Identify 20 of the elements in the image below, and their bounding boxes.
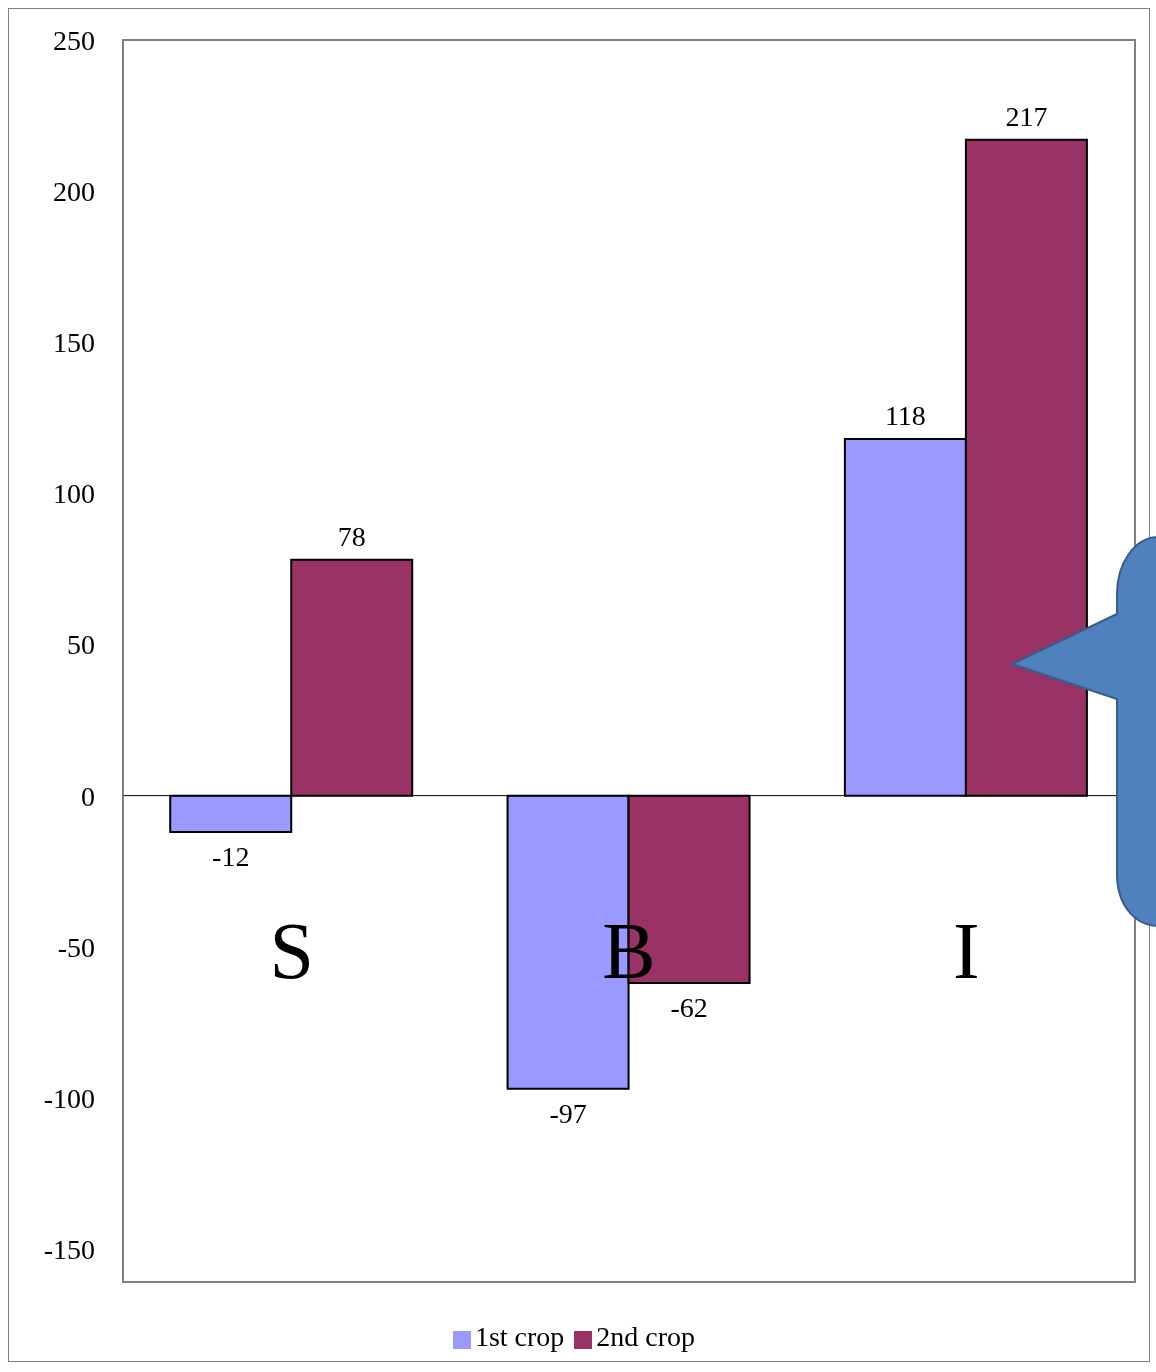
x-tick-label: I — [953, 906, 980, 995]
data-label: 217 — [1005, 100, 1048, 132]
data-label: 78 — [337, 520, 366, 552]
data-label: -97 — [549, 1097, 587, 1129]
data-label: -62 — [670, 992, 708, 1024]
legend-label: 1st crop — [474, 1321, 565, 1352]
legend-label: 2nd crop — [596, 1321, 696, 1352]
y-tick-label: 250 — [53, 24, 95, 56]
x-tick-label: S — [269, 906, 314, 995]
data-label: -12 — [212, 840, 250, 872]
y-tick-label: 150 — [53, 327, 95, 359]
x-tick-label: B — [602, 906, 656, 995]
y-tick-label: 50 — [67, 629, 95, 661]
y-tick-label: -100 — [43, 1082, 95, 1114]
y-tick-label: 200 — [53, 176, 95, 208]
y-tick-label: -50 — [57, 931, 95, 963]
y-tick-label: -150 — [43, 1233, 95, 1265]
y-tick-label: 100 — [53, 478, 95, 510]
data-label: 118 — [884, 399, 926, 431]
y-tick-label: 0 — [81, 780, 95, 812]
